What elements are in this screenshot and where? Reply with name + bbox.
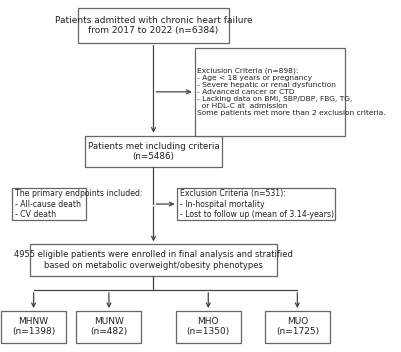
Text: The primary endpoints included:
- All-cause death
- CV death: The primary endpoints included: - All-ca… <box>15 189 142 219</box>
FancyBboxPatch shape <box>178 188 335 220</box>
Text: Patients admitted with chronic heart failure
from 2017 to 2022 (n=6384): Patients admitted with chronic heart fai… <box>55 15 252 35</box>
Text: MUO
(n=1725): MUO (n=1725) <box>276 317 319 337</box>
Text: Patients met including criteria
(n=5486): Patients met including criteria (n=5486) <box>87 142 219 161</box>
FancyBboxPatch shape <box>78 8 229 43</box>
Text: MHNW
(n=1398): MHNW (n=1398) <box>12 317 55 337</box>
FancyBboxPatch shape <box>1 311 66 342</box>
FancyBboxPatch shape <box>265 311 330 342</box>
FancyBboxPatch shape <box>77 311 142 342</box>
Text: Exclusion Criteria (n=898):
- Age < 18 years or pregnancy
- Severe hepatic or re: Exclusion Criteria (n=898): - Age < 18 y… <box>197 68 386 116</box>
FancyBboxPatch shape <box>30 244 277 276</box>
FancyBboxPatch shape <box>194 48 345 136</box>
FancyBboxPatch shape <box>176 311 241 342</box>
Text: MUNW
(n=482): MUNW (n=482) <box>90 317 128 337</box>
Text: 4955 eligible patients were enrolled in final analysis and stratified
based on m: 4955 eligible patients were enrolled in … <box>14 250 293 270</box>
FancyBboxPatch shape <box>85 136 222 167</box>
Text: MHO
(n=1350): MHO (n=1350) <box>186 317 230 337</box>
FancyBboxPatch shape <box>12 188 86 220</box>
Text: Exclusion Criteria (n=531):
- In-hospital mortality
- Lost to follow up (mean of: Exclusion Criteria (n=531): - In-hospita… <box>180 189 334 219</box>
